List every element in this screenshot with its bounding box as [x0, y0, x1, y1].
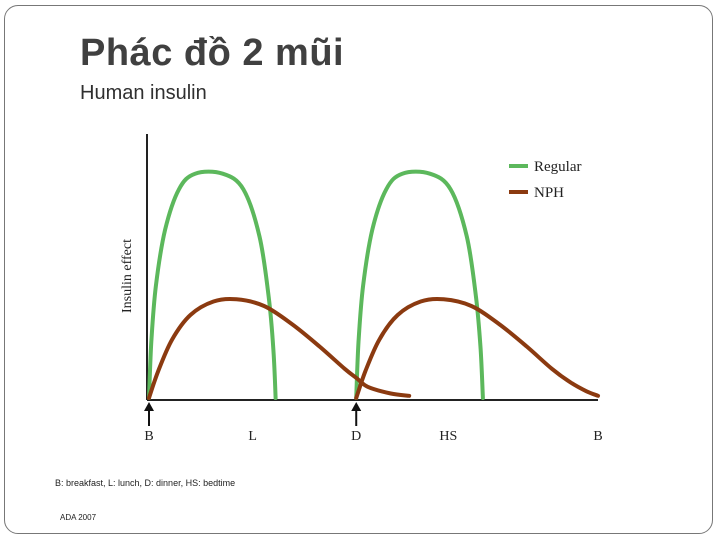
- injection-marker-layer: [144, 402, 362, 426]
- series-layer: [147, 169, 600, 400]
- source-citation: ADA 2007: [60, 513, 97, 522]
- legend-label: Regular: [534, 159, 581, 175]
- legend-label: NPH: [534, 185, 564, 201]
- series-nph-curve-1: [147, 296, 412, 400]
- y-axis-label: Insulin effect: [120, 239, 135, 313]
- slide-frame: [4, 5, 713, 534]
- legend-item-nph: NPH: [509, 185, 564, 201]
- x-tick-label: B: [593, 429, 602, 444]
- x-tick-labels: B L D HS B: [144, 429, 602, 444]
- x-tick-label: D: [351, 429, 361, 444]
- slide-title: Phác đồ 2 mũi: [80, 32, 345, 74]
- abbreviation-footnote: B: breakfast, L: lunch, D: dinner, HS: b…: [55, 478, 236, 488]
- slide-subtitle: Human insulin: [80, 82, 207, 104]
- series-nph-curve-2: [354, 296, 600, 400]
- series-regular-curve-1: [147, 169, 278, 400]
- x-tick-label: HS: [439, 429, 457, 444]
- legend-item-regular: Regular: [509, 159, 581, 175]
- series-regular-curve-2: [354, 169, 485, 400]
- injection-arrow-1: [144, 402, 154, 426]
- x-tick-label: L: [248, 429, 257, 444]
- x-tick-label: B: [144, 429, 153, 444]
- legend: Regular NPH: [509, 159, 581, 201]
- injection-arrow-2: [351, 402, 362, 426]
